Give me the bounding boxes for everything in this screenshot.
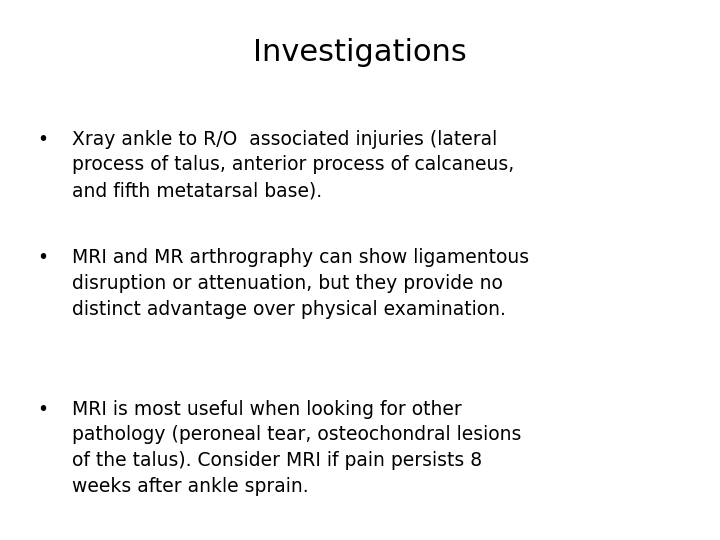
Text: •: • <box>37 248 49 267</box>
Text: MRI is most useful when looking for other
pathology (peroneal tear, osteochondra: MRI is most useful when looking for othe… <box>72 400 521 496</box>
Text: Xray ankle to R/O  associated injuries (lateral
process of talus, anterior proce: Xray ankle to R/O associated injuries (l… <box>72 130 514 200</box>
Text: •: • <box>37 400 49 419</box>
Text: MRI and MR arthrography can show ligamentous
disruption or attenuation, but they: MRI and MR arthrography can show ligamen… <box>72 248 529 319</box>
Text: Investigations: Investigations <box>253 38 467 67</box>
Text: •: • <box>37 130 49 148</box>
